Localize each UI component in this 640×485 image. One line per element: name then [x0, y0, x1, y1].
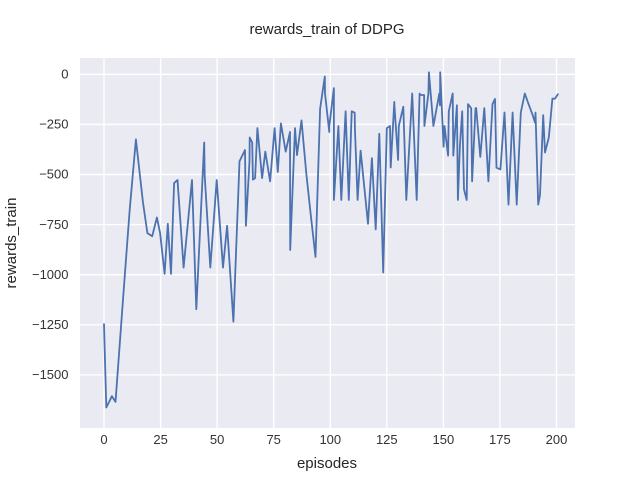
svg-text:−250: −250 — [39, 117, 68, 132]
svg-text:100: 100 — [319, 432, 341, 447]
svg-text:175: 175 — [489, 432, 511, 447]
svg-text:0: 0 — [100, 432, 107, 447]
svg-text:125: 125 — [376, 432, 398, 447]
svg-text:200: 200 — [546, 432, 568, 447]
svg-text:−1000: −1000 — [32, 267, 69, 282]
svg-text:75: 75 — [266, 432, 280, 447]
svg-text:50: 50 — [210, 432, 224, 447]
svg-text:episodes: episodes — [297, 455, 357, 472]
svg-text:−1500: −1500 — [32, 367, 69, 382]
svg-text:−750: −750 — [39, 217, 68, 232]
svg-text:−1250: −1250 — [32, 317, 69, 332]
svg-text:150: 150 — [433, 432, 455, 447]
svg-text:0: 0 — [61, 67, 68, 82]
svg-text:−500: −500 — [39, 167, 68, 182]
svg-text:rewards_train of DDPG: rewards_train of DDPG — [249, 21, 404, 38]
svg-text:25: 25 — [153, 432, 167, 447]
svg-text:rewards_train: rewards_train — [3, 198, 20, 289]
